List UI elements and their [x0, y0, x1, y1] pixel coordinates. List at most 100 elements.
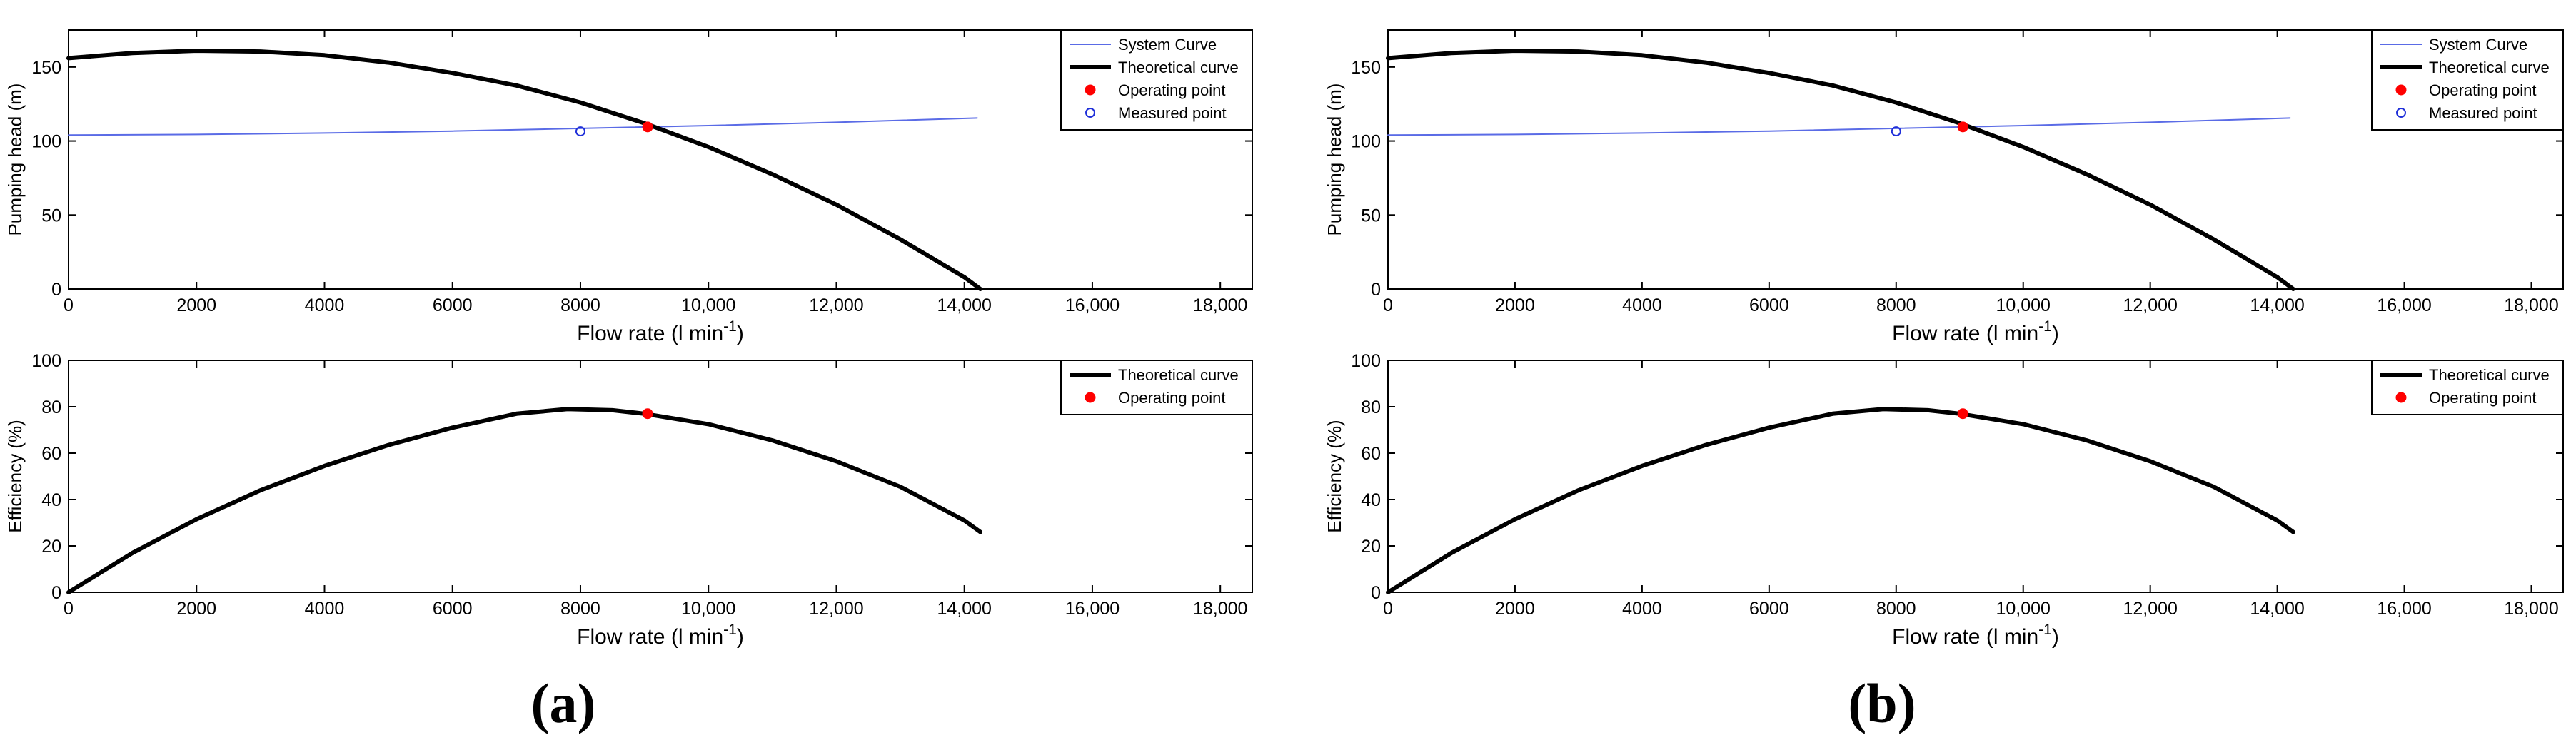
legend-box [1060, 360, 1253, 415]
x-tick-label: 18,000 [1193, 295, 1247, 315]
y-axis-label: Pumping head (m) [4, 83, 26, 236]
plot-frame [68, 360, 1253, 593]
x-tick-label: 18,000 [2504, 599, 2558, 619]
x-tick-label: 0 [1383, 295, 1393, 315]
y-axis-label: Efficiency (%) [4, 420, 26, 532]
x-tick-label: 6000 [433, 295, 473, 315]
y-tick-label: 60 [1361, 444, 1381, 464]
legend-box [2371, 29, 2564, 131]
x-tick-label: 8000 [560, 599, 600, 619]
legend-label-operating-point: Operating point [2429, 389, 2536, 407]
x-axis-label-close: ) [737, 625, 744, 649]
legend-label-theoretical-curve: Theoretical curve [2429, 59, 2550, 76]
series-point-measured-point [575, 126, 585, 137]
chart-b-bottom: 0 2000 4000 6000 8000 10,000 12,000 14,000 16,00… [1324, 351, 2564, 649]
series-line-system-curve [1387, 117, 2291, 136]
x-tick-label: 6000 [1749, 295, 1789, 315]
x-axis-label-text: Flow rate (l min [1892, 625, 2038, 649]
x-axis-label-close: ) [2052, 322, 2059, 345]
plots-layer: 0 2000 4000 6000 8000 10,000 12,000 14,000 16,00… [4, 29, 2564, 649]
y-tick-label: 150 [1351, 58, 1381, 78]
x-tick-label: 14,000 [2250, 295, 2304, 315]
legend-swatch-measured-point [1085, 108, 1095, 118]
x-tick-label: 0 [64, 599, 74, 619]
x-tick-label: 12,000 [2123, 599, 2177, 619]
y-axis-label: Pumping head (m) [1324, 83, 1345, 236]
legend: System Curve Theoretical curve Operating p… [2371, 29, 2564, 131]
legend-box [2371, 360, 2564, 415]
chart-a-bottom: 0 2000 4000 6000 8000 10,000 12,000 14,000 16,00… [4, 351, 1253, 649]
x-axis-label-text: Flow rate (l min [1892, 322, 2038, 345]
series-point-operating-point [1957, 121, 1968, 133]
legend-swatch-operating-point [1085, 84, 1096, 96]
x-tick-label: 0 [64, 295, 74, 315]
y-tick-label: 100 [1351, 351, 1381, 371]
x-tick-label: 6000 [433, 599, 473, 619]
legend-label-operating-point: Operating point [1118, 81, 1225, 99]
legend: Theoretical curve Operating point [2371, 360, 2564, 415]
x-tick-label: 10,000 [681, 599, 735, 619]
legend-label-system-curve: System Curve [2429, 36, 2527, 54]
legend-swatch-operating-point [1085, 392, 1096, 403]
x-tick-label: 8000 [1876, 599, 1916, 619]
x-tick-label: 14,000 [2250, 599, 2304, 619]
x-tick-label: 10,000 [1996, 599, 2050, 619]
y-tick-label: 0 [1371, 583, 1381, 603]
x-tick-label: 4000 [1622, 599, 1662, 619]
y-tick-label: 50 [41, 206, 61, 225]
x-axis-label-superscript: -1 [723, 318, 737, 335]
panel-label-a: (a) [531, 672, 596, 734]
y-axis-label: Efficiency (%) [1324, 420, 1345, 532]
series-point-operating-point [642, 121, 653, 133]
x-tick-label: 4000 [305, 295, 345, 315]
legend-label-system-curve: System Curve [1118, 36, 1217, 54]
panel-label-b: (b) [1848, 672, 1916, 734]
x-axis-label-superscript: -1 [723, 622, 737, 638]
series-line-theoretical-curve [1386, 407, 2295, 594]
y-tick-label: 100 [31, 351, 61, 371]
legend-swatch-operating-point [2395, 392, 2407, 403]
x-axis-label: Flow rate (l min-1) [577, 318, 744, 345]
series-line-theoretical-curve [1386, 49, 2295, 291]
plot-frame [1387, 29, 2564, 290]
legend-label-theoretical-curve: Theoretical curve [2429, 366, 2550, 384]
x-tick-label: 4000 [1622, 295, 1662, 315]
x-tick-label: 2000 [176, 599, 216, 619]
y-tick-label: 80 [41, 397, 61, 417]
x-tick-label: 2000 [1495, 295, 1535, 315]
y-tick-label: 40 [1361, 490, 1381, 510]
x-tick-label: 8000 [1876, 295, 1916, 315]
x-tick-label: 18,000 [2504, 295, 2558, 315]
x-tick-label: 14,000 [937, 599, 991, 619]
y-tick-label: 60 [41, 444, 61, 464]
series-line-theoretical-curve [66, 49, 983, 291]
legend-label-theoretical-curve: Theoretical curve [1118, 59, 1239, 76]
series-point-measured-point [1891, 126, 1901, 137]
series-point-operating-point [642, 408, 653, 420]
x-axis-label-close: ) [737, 322, 744, 345]
x-tick-label: 10,000 [681, 295, 735, 315]
y-tick-label: 20 [41, 537, 61, 557]
chart-a-top: 0 2000 4000 6000 8000 10,000 12,000 14,000 16,00… [4, 29, 1253, 345]
x-tick-label: 14,000 [937, 295, 991, 315]
y-tick-label: 100 [31, 132, 61, 152]
x-tick-label: 16,000 [1065, 295, 1120, 315]
x-tick-label: 2000 [176, 295, 216, 315]
legend: Theoretical curve Operating point [1060, 360, 1253, 415]
y-tick-label: 80 [1361, 397, 1381, 417]
legend: System Curve Theoretical curve Operating p… [1060, 29, 1253, 131]
x-tick-label: 16,000 [1065, 599, 1120, 619]
x-axis-label: Flow rate (l min-1) [577, 622, 744, 649]
x-axis-label: Flow rate (l min-1) [1892, 318, 2059, 345]
y-tick-label: 50 [1361, 206, 1381, 225]
legend-box [1060, 29, 1253, 131]
x-tick-label: 8000 [560, 295, 600, 315]
x-axis-label-text: Flow rate (l min [577, 322, 723, 345]
x-tick-label: 6000 [1749, 599, 1789, 619]
series-line-theoretical-curve [66, 407, 983, 594]
x-tick-label: 18,000 [1193, 599, 1247, 619]
legend-swatch-operating-point [2395, 84, 2407, 96]
x-tick-label: 10,000 [1996, 295, 2050, 315]
legend-label-operating-point: Operating point [1118, 389, 1225, 407]
x-tick-label: 0 [1383, 599, 1393, 619]
